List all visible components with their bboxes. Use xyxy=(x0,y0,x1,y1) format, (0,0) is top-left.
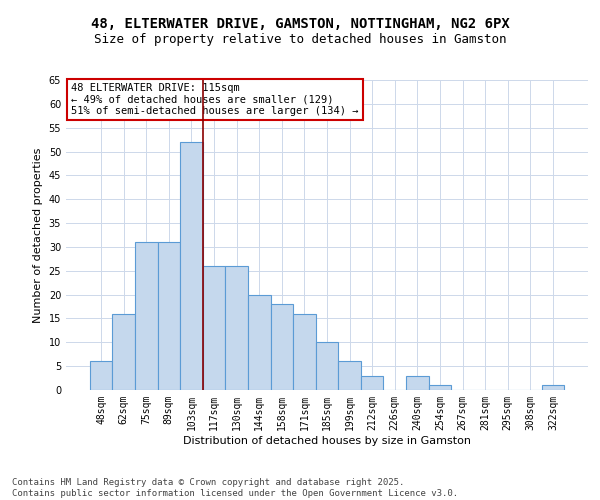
Bar xyxy=(248,294,271,390)
Bar xyxy=(542,385,564,390)
Bar xyxy=(271,304,293,390)
Bar xyxy=(316,342,338,390)
Bar xyxy=(293,314,316,390)
Bar xyxy=(361,376,383,390)
Text: 48, ELTERWATER DRIVE, GAMSTON, NOTTINGHAM, NG2 6PX: 48, ELTERWATER DRIVE, GAMSTON, NOTTINGHA… xyxy=(91,18,509,32)
Bar xyxy=(180,142,203,390)
Bar xyxy=(428,385,451,390)
Y-axis label: Number of detached properties: Number of detached properties xyxy=(33,148,43,322)
Bar xyxy=(90,362,112,390)
Bar xyxy=(338,362,361,390)
Text: Size of property relative to detached houses in Gamston: Size of property relative to detached ho… xyxy=(94,32,506,46)
Bar xyxy=(112,314,135,390)
Text: 48 ELTERWATER DRIVE: 115sqm
← 49% of detached houses are smaller (129)
51% of se: 48 ELTERWATER DRIVE: 115sqm ← 49% of det… xyxy=(71,83,359,116)
Bar xyxy=(135,242,158,390)
Bar xyxy=(406,376,428,390)
Bar xyxy=(203,266,226,390)
Bar xyxy=(158,242,180,390)
Bar xyxy=(226,266,248,390)
Text: Contains HM Land Registry data © Crown copyright and database right 2025.
Contai: Contains HM Land Registry data © Crown c… xyxy=(12,478,458,498)
X-axis label: Distribution of detached houses by size in Gamston: Distribution of detached houses by size … xyxy=(183,436,471,446)
